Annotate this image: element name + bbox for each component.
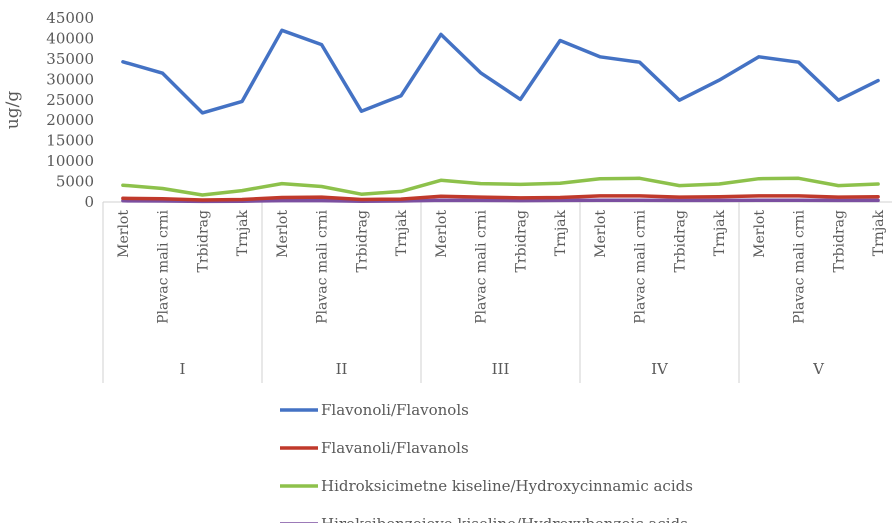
x-tick-label: Plavac mali crni xyxy=(792,209,808,323)
y-tick-label: 25000 xyxy=(46,91,94,109)
series-line xyxy=(121,198,880,204)
x-tick-label: Plavac mali crni xyxy=(633,209,649,323)
x-tick-label: Merlot xyxy=(434,210,450,258)
x-tick-label: Trnjak xyxy=(712,209,728,256)
x-tick-label: Trnjak xyxy=(235,209,251,256)
x-tick-label: Trnjak xyxy=(871,209,887,256)
series-line xyxy=(121,28,880,115)
x-tick-label: Plavac mali crni xyxy=(474,209,490,323)
legend-label: Hiroksibenzojeve kiseline/Hydroxybenzoic… xyxy=(321,515,688,523)
y-tick-label: 30000 xyxy=(46,70,94,88)
legend: Flavonoli/Flavonols Flavanoli/Flavanols Hi… xyxy=(280,401,693,523)
y-tick-label: 5000 xyxy=(56,173,94,191)
x-tick-label: Merlot xyxy=(116,210,132,258)
y-tick-label: 15000 xyxy=(46,132,94,150)
x-tick-label: Trnjak xyxy=(394,209,410,256)
x-tick-label: Trbidrag xyxy=(513,210,529,272)
x-tick-label: Trbidrag xyxy=(672,210,688,272)
x-tick-label: Trbidrag xyxy=(195,210,211,272)
y-tick-label: 0 xyxy=(84,193,94,211)
group-label: V xyxy=(812,360,825,378)
series-lines xyxy=(121,28,880,204)
x-tick-label: Merlot xyxy=(752,210,768,258)
y-tick-label: 45000 xyxy=(46,9,94,27)
x-tick-label: Merlot xyxy=(275,210,291,258)
x-tick-label: Plavac mali crni xyxy=(156,209,172,323)
y-tick-label: 35000 xyxy=(46,50,94,68)
x-tick-label: Trbidrag xyxy=(831,210,847,272)
group-label: II xyxy=(336,360,348,378)
legend-label: Flavonoli/Flavonols xyxy=(321,401,469,419)
legend-label: Hidroksicimetne kiseline/Hydroxycinnamic… xyxy=(321,477,693,495)
group-label: III xyxy=(492,360,510,378)
x-tick-label: Trnjak xyxy=(553,209,569,256)
x-tick-label: Merlot xyxy=(593,210,609,258)
series-line xyxy=(121,194,880,202)
y-tick-label: 20000 xyxy=(46,111,94,129)
group-label: I xyxy=(180,360,186,378)
legend-label: Flavanoli/Flavanols xyxy=(321,439,469,457)
y-axis-label: ug/g xyxy=(3,91,23,130)
y-tick-label: 40000 xyxy=(46,29,94,47)
series-line xyxy=(121,176,880,197)
x-tick-label: Plavac mali crni xyxy=(315,209,331,323)
y-tick-label: 10000 xyxy=(46,152,94,170)
y-axis: 0 5000 10000 15000 20000 25000 30000 35000 40000… xyxy=(46,9,94,211)
group-label: IV xyxy=(651,360,669,378)
x-tick-label: Trbidrag xyxy=(354,210,370,272)
